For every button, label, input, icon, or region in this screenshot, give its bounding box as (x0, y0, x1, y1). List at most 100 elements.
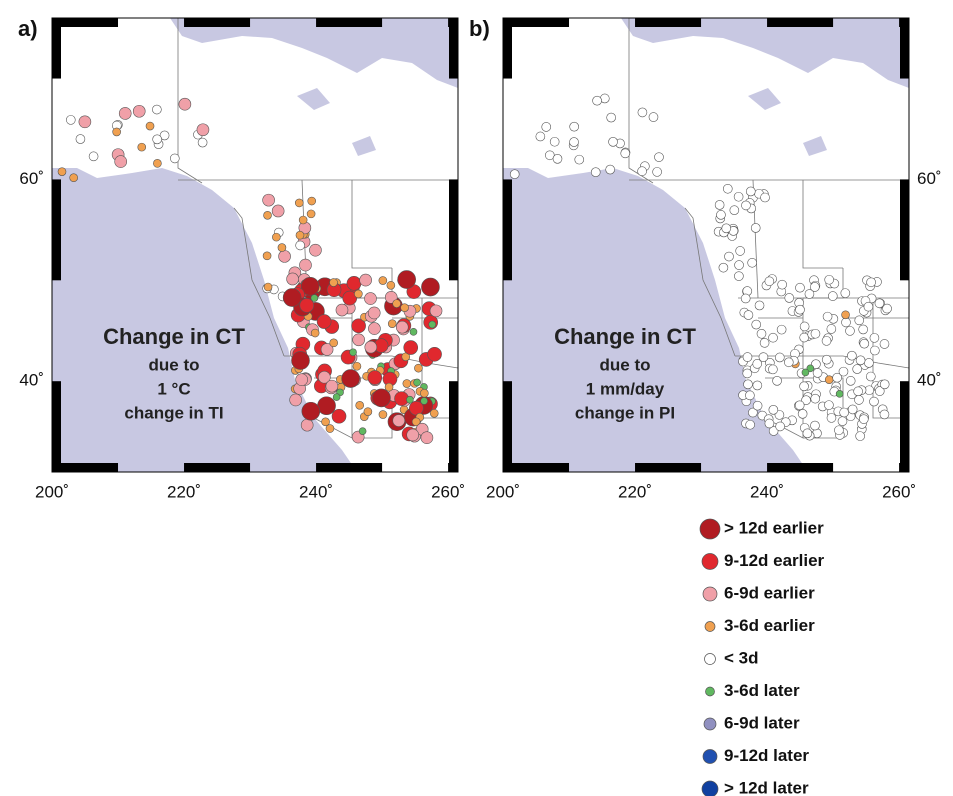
station (342, 290, 358, 306)
station (413, 378, 421, 387)
legend-label: > 12d earlier (724, 518, 824, 537)
station (751, 319, 762, 330)
station (721, 223, 732, 234)
station (307, 196, 317, 206)
station (329, 338, 338, 348)
annotation: 1 mm/day (586, 379, 665, 398)
station (760, 192, 770, 203)
station (768, 332, 778, 343)
station (794, 400, 805, 411)
station (745, 390, 755, 401)
station (776, 324, 787, 335)
station (754, 300, 765, 311)
station (406, 428, 420, 442)
station (806, 364, 815, 373)
frame-bar (767, 463, 834, 472)
station (592, 95, 602, 106)
annotation: due to (149, 355, 200, 374)
station (368, 322, 381, 335)
annotation: Change in CT (103, 324, 245, 349)
x-tick-label: 200˚ (35, 482, 69, 501)
station (752, 400, 763, 411)
legend-label: > 12d later (724, 778, 809, 796)
station (429, 409, 439, 418)
station (652, 167, 662, 177)
station (367, 370, 383, 385)
station (853, 386, 863, 397)
annotation: change in TI (124, 403, 223, 422)
station (879, 339, 890, 349)
station (349, 348, 357, 357)
legend-label: 6-9d later (724, 713, 800, 732)
station (797, 409, 808, 419)
station (386, 280, 396, 290)
station (750, 223, 761, 233)
station (784, 293, 795, 303)
station (637, 166, 647, 177)
station (768, 426, 779, 436)
station (854, 395, 864, 405)
station (346, 276, 362, 291)
station (859, 338, 870, 349)
station (378, 410, 388, 419)
station (606, 112, 616, 123)
station (852, 364, 863, 374)
map-panel: Change in CT due to 1 mm/day change in PI (502, 17, 910, 473)
station (845, 376, 856, 386)
station (648, 112, 659, 122)
station (574, 154, 585, 165)
station (799, 381, 809, 392)
station (742, 352, 753, 362)
station (549, 136, 560, 147)
frame-bar (635, 18, 702, 27)
station (358, 427, 367, 435)
station (620, 148, 631, 159)
station (777, 279, 787, 290)
frame-bar (316, 18, 383, 27)
station (824, 375, 834, 384)
station (608, 137, 618, 147)
station (75, 134, 86, 144)
panel-label: a) (18, 16, 38, 41)
station (352, 333, 365, 347)
station (835, 390, 844, 398)
station (178, 97, 192, 111)
border-line (803, 268, 844, 299)
frame-bar (52, 463, 119, 472)
annotation: 1 °C (157, 379, 190, 398)
frame-bar (635, 463, 702, 472)
station (802, 428, 813, 439)
station (392, 414, 406, 427)
annotation: change in PI (575, 403, 675, 422)
legend-label: < 3d (724, 648, 759, 667)
x-tick-label: 260˚ (431, 482, 465, 501)
station (397, 270, 416, 289)
station (262, 251, 272, 261)
station (153, 159, 162, 168)
station (409, 328, 418, 336)
station (309, 243, 322, 257)
station (535, 131, 546, 142)
station (152, 134, 162, 145)
x-tick-label: 220˚ (167, 482, 201, 501)
y-tick-label: 60˚ (917, 169, 942, 188)
station (834, 425, 844, 436)
frame-bar (184, 463, 251, 472)
station (321, 417, 330, 427)
station (295, 373, 308, 386)
station (569, 121, 579, 132)
station (132, 104, 146, 118)
annotation: Change in CT (554, 324, 696, 349)
station (866, 371, 876, 382)
station (137, 142, 147, 152)
station (841, 317, 851, 328)
ocean (503, 168, 808, 472)
station (298, 215, 308, 225)
station (282, 288, 302, 307)
frame-bar (503, 381, 512, 472)
station (352, 361, 362, 371)
station (742, 368, 753, 379)
border-line (177, 18, 203, 184)
station (367, 306, 381, 320)
station (734, 260, 744, 270)
